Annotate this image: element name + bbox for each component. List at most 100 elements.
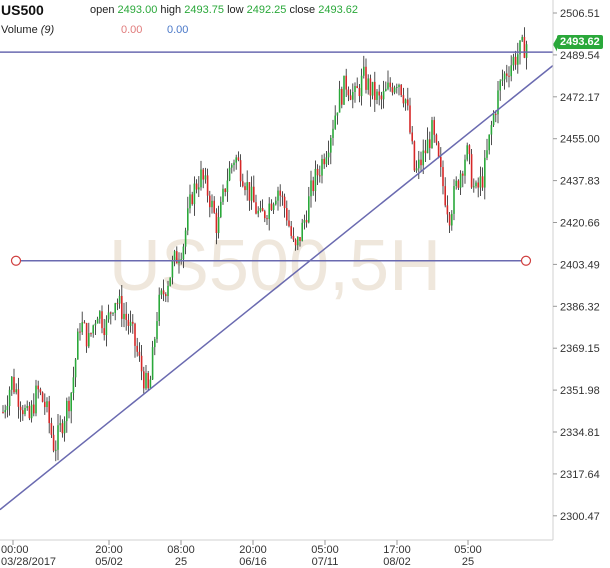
candle-up [189, 194, 191, 209]
candle-up [393, 87, 396, 93]
candle-down [380, 95, 383, 100]
candle-down [341, 88, 343, 105]
candle-down [470, 154, 473, 188]
candle-down [165, 294, 167, 297]
candle-up [8, 389, 11, 407]
candle-up [169, 277, 171, 286]
candle-up [451, 213, 453, 226]
current-price-tag: 2493.62 [557, 35, 603, 49]
candle-up [336, 112, 339, 116]
candle-down [358, 88, 361, 97]
y-tick-label: 2300.47 [560, 511, 600, 523]
x-tick-time: 17:00 [383, 544, 411, 556]
candle-down [290, 226, 292, 236]
candle-up [35, 385, 37, 414]
candle-down [433, 120, 435, 135]
candle-down [68, 400, 70, 412]
candle-up [367, 78, 369, 90]
candle-down [248, 182, 251, 201]
candle-up [220, 201, 222, 218]
candle-up [519, 40, 521, 55]
candle-up [484, 157, 486, 188]
candle-down [244, 186, 246, 191]
candle-down [316, 168, 319, 176]
candle-up [503, 73, 506, 80]
candle-up [92, 325, 94, 334]
candle-down [292, 235, 295, 240]
candle-up [301, 222, 303, 242]
candle-up [246, 182, 248, 191]
candle-up [114, 303, 116, 313]
candle-down [288, 220, 290, 227]
candle-down [132, 321, 134, 324]
candle-up [398, 84, 400, 87]
candle-up [376, 91, 378, 100]
candle-up [154, 339, 156, 348]
candle-down [312, 180, 314, 192]
candle-down [400, 84, 402, 96]
candle-up [327, 152, 330, 158]
candle-down [85, 323, 88, 347]
low-value: 2492.25 [246, 4, 287, 16]
candle-up [277, 190, 279, 201]
candle-down [424, 150, 427, 154]
candle-up [228, 167, 231, 181]
candle-up [233, 162, 235, 166]
candle-down [237, 157, 240, 161]
candle-up [275, 200, 277, 205]
candle-up [466, 145, 468, 160]
candle-down [239, 160, 242, 182]
candle-up [343, 75, 345, 105]
symbol-title: US500 [1, 2, 44, 18]
candle-down [508, 75, 510, 77]
line-handle-right[interactable] [520, 255, 532, 266]
candle-down [17, 389, 20, 407]
candle-down [50, 423, 53, 435]
candle-down [440, 156, 442, 168]
y-axis[interactable]: 2506.51 2489.54 2472.17 2455.00 2437.83 2420.… [553, 8, 600, 523]
candle-down [121, 295, 123, 319]
trend-line[interactable] [0, 64, 554, 511]
candle-down [202, 169, 204, 180]
candlestick-series [2, 27, 528, 462]
candle-up [479, 176, 482, 188]
candle-down [391, 87, 394, 93]
drawn-lines[interactable] [0, 37, 557, 511]
line-handle-left[interactable] [10, 255, 22, 266]
candle-up [314, 168, 317, 192]
candle-up [77, 331, 79, 360]
candle-down [378, 91, 380, 96]
candle-down [83, 322, 86, 324]
x-tick-time: 20:00 [239, 544, 267, 556]
y-tick-label: 2472.17 [560, 92, 600, 104]
candle-down [162, 290, 165, 295]
candle-up [321, 158, 323, 176]
candle-up [88, 333, 90, 347]
candle-down [349, 95, 352, 100]
candle-down [365, 66, 367, 90]
candle-up [352, 92, 354, 100]
candle-up [268, 203, 270, 219]
candle-down [37, 385, 39, 390]
candle-down [127, 319, 130, 326]
candle-down [136, 345, 138, 352]
x-tick-time: 05:00 [454, 544, 482, 556]
candle-up [371, 81, 374, 96]
candle-down [281, 195, 284, 197]
x-axis[interactable]: 00:0003/28/201720:0005/0208:002520:0006/… [1, 540, 482, 568]
candle-up [46, 401, 48, 408]
candle-down [206, 175, 209, 196]
candle-up [129, 321, 132, 326]
candle-up [149, 379, 152, 389]
candle-down [215, 212, 218, 234]
candle-down [19, 406, 22, 411]
candle-up [360, 75, 363, 97]
candle-up [26, 405, 28, 408]
ohlc-readout: open 2493.00 high 2493.75 low 2492.25 cl… [90, 4, 358, 16]
candle-down [413, 141, 416, 171]
candle-up [72, 377, 75, 394]
candle-up [517, 54, 519, 65]
candle-down [28, 405, 31, 419]
